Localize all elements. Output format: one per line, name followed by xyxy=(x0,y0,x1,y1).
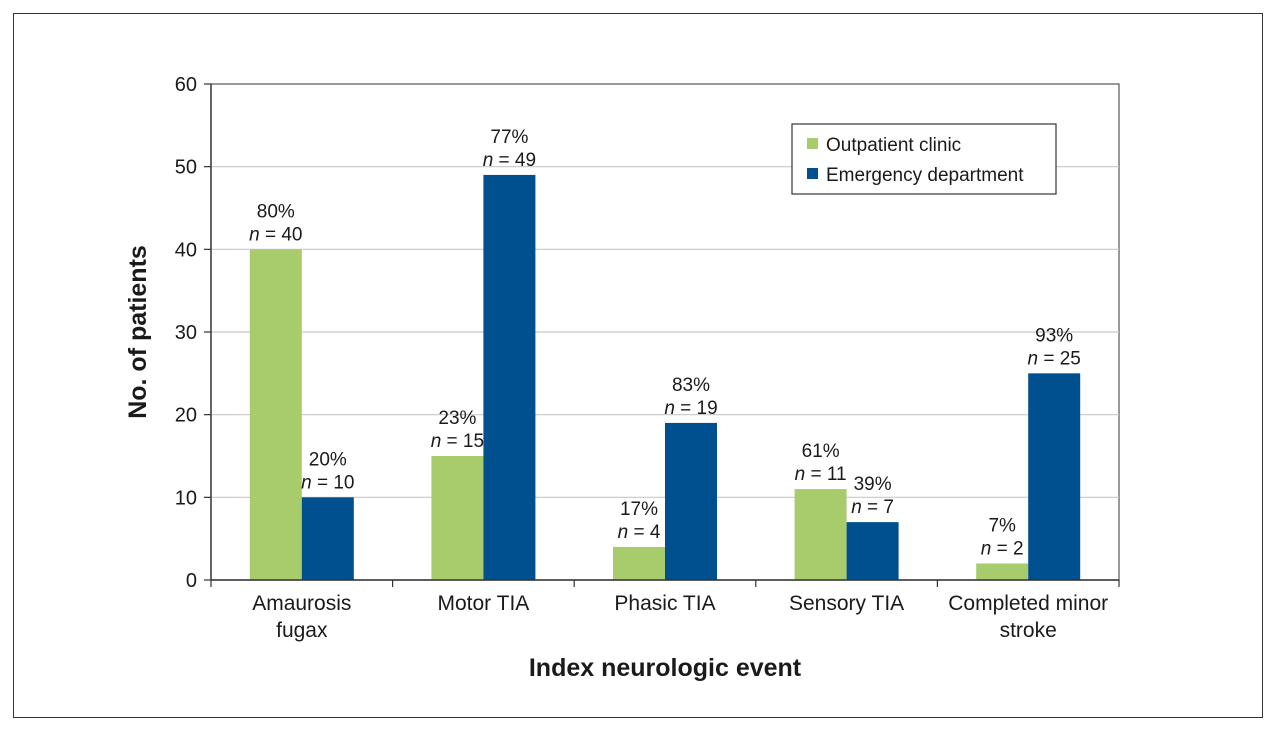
legend-swatch xyxy=(807,168,818,179)
bar-percent-label: 93% xyxy=(1035,325,1073,346)
bars xyxy=(249,174,1081,581)
axes: 0 10 20 30 40 50 60 Amaurosis fugax Motor TIA Phas… xyxy=(175,74,1120,642)
bar xyxy=(483,174,536,580)
x-category-label: Amaurosis xyxy=(252,592,351,615)
bar-count-label: n = 11 xyxy=(795,464,847,485)
x-category-label: Completed minor xyxy=(948,592,1108,615)
bar-percent-label: 17% xyxy=(620,499,658,520)
bar-count-label: n = 40 xyxy=(249,224,302,245)
bar-percent-label: 83% xyxy=(672,375,710,396)
bar xyxy=(794,489,847,580)
y-tick-label: 40 xyxy=(175,239,197,261)
bar xyxy=(613,546,665,580)
bar-count-label: n = 4 xyxy=(618,522,661,543)
bar xyxy=(1028,373,1081,580)
y-tick-label: 60 xyxy=(175,74,197,96)
bar-percent-label: 7% xyxy=(988,515,1016,536)
y-tick-label: 20 xyxy=(175,405,197,427)
bar xyxy=(665,422,717,580)
bar-count-label: n = 10 xyxy=(301,472,354,493)
y-tick-label: 30 xyxy=(175,322,197,344)
legend-label: Outpatient clinic xyxy=(826,135,961,156)
bar xyxy=(249,249,302,581)
y-tick-label: 50 xyxy=(175,157,197,179)
bar xyxy=(431,456,484,580)
bar-percent-label: 61% xyxy=(802,441,840,462)
bar-percent-label: 77% xyxy=(490,127,528,148)
legend-box xyxy=(791,123,1057,195)
legend-label: Emergency department xyxy=(826,165,1024,186)
x-category-label: Phasic TIA xyxy=(614,592,715,615)
bar-percent-label: 80% xyxy=(257,201,295,222)
bar xyxy=(846,522,899,580)
bar-count-label: n = 49 xyxy=(483,150,536,171)
legend: Outpatient clinic Emergency department xyxy=(791,123,1057,195)
bar-percent-label: 23% xyxy=(438,408,476,429)
x-axis-title: Index neurologic event xyxy=(529,654,802,682)
x-category-label: stroke xyxy=(1000,619,1057,642)
bar-count-label: n = 15 xyxy=(431,431,484,452)
y-axis-title: No. of patients xyxy=(124,245,152,419)
legend-swatch xyxy=(807,138,818,149)
bar xyxy=(301,497,354,580)
y-tick-label: 10 xyxy=(175,487,197,509)
x-category-label: fugax xyxy=(276,619,328,642)
bar-count-label: n = 2 xyxy=(981,538,1024,559)
x-category-label: Sensory TIA xyxy=(789,592,904,615)
bar-percent-label: 39% xyxy=(854,474,892,495)
bar-percent-label: 20% xyxy=(309,449,347,470)
bar-count-label: n = 7 xyxy=(851,497,894,518)
y-tick-label: 0 xyxy=(186,570,197,592)
x-category-label: Motor TIA xyxy=(437,592,529,615)
bar-count-label: n = 19 xyxy=(664,398,717,419)
bar-count-label: n = 25 xyxy=(1028,348,1081,369)
bar xyxy=(976,563,1029,580)
